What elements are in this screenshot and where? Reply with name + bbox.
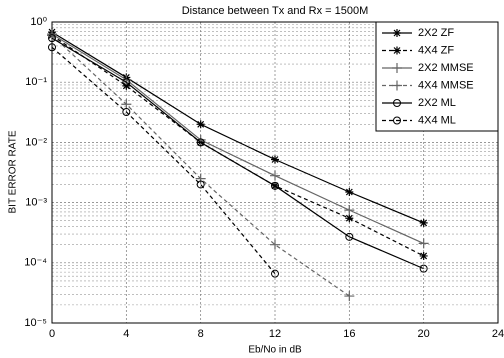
x-tick-label: 12	[269, 328, 281, 340]
y-tick-label: 10⁻⁴	[24, 257, 47, 269]
series-line	[51, 46, 276, 275]
marker	[393, 99, 401, 107]
marker	[121, 99, 132, 110]
series-line	[51, 37, 424, 270]
x-tick-label: 24	[492, 328, 504, 340]
marker	[271, 155, 279, 164]
legend-label: 4X4 ZF	[418, 44, 454, 56]
marker	[270, 170, 280, 181]
legend-label: 2X2 ZF	[418, 27, 454, 39]
marker	[196, 138, 205, 147]
y-tick-label: 10⁻²	[25, 136, 47, 148]
marker	[393, 46, 401, 55]
marker	[392, 63, 402, 73]
y-tick-label: 10⁻⁵	[24, 317, 47, 329]
marker	[122, 78, 131, 87]
marker	[393, 116, 401, 125]
legend-label: 2X2 ML	[418, 97, 456, 109]
legend-box	[375, 21, 499, 132]
marker	[392, 80, 402, 91]
marker	[122, 107, 131, 116]
marker	[271, 269, 279, 278]
marker	[418, 238, 429, 249]
marker	[419, 251, 428, 260]
legend-label: 2X2 MMSE	[418, 62, 474, 74]
marker	[345, 187, 354, 196]
plot-frame	[51, 21, 499, 324]
x-tick-label: 16	[343, 328, 355, 340]
y-tick-label: 10⁰	[30, 16, 47, 28]
marker	[196, 120, 205, 129]
x-tick-label: 8	[198, 328, 204, 340]
series-line	[51, 33, 424, 244]
marker	[48, 43, 56, 52]
marker	[196, 180, 205, 189]
marker	[419, 218, 428, 227]
legend-label: 4X4 ML	[418, 114, 456, 126]
chart-title: Distance between Tx and Rx = 1500M	[182, 5, 369, 17]
marker	[271, 181, 279, 190]
marker	[344, 291, 355, 302]
y-tick-label: 10⁻³	[25, 197, 47, 209]
marker	[270, 239, 280, 250]
marker	[344, 205, 355, 216]
x-axis-label: Eb/No in dB	[248, 345, 302, 356]
y-axis-label: BIT ERROR RATE	[8, 130, 19, 213]
series-line	[51, 31, 424, 224]
x-tick-label: 0	[49, 328, 55, 340]
marker	[345, 232, 354, 241]
marker	[419, 264, 428, 273]
x-tick-label: 20	[418, 328, 430, 340]
x-tick-label: 4	[123, 328, 129, 340]
marker	[195, 173, 206, 184]
marker	[345, 214, 354, 223]
y-tick-label: 10⁻¹	[25, 76, 47, 88]
legend-label: 4X4 MMSE	[418, 79, 474, 91]
marker	[393, 29, 401, 37]
marker	[48, 34, 56, 43]
